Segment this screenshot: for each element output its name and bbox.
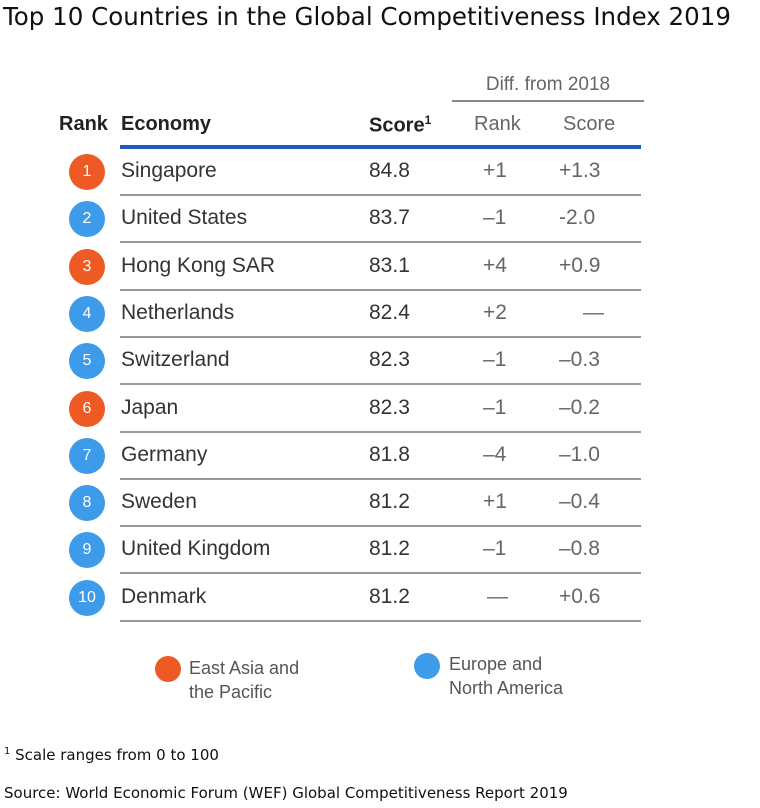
legend-label-line: the Pacific [189, 682, 273, 702]
row-divider [120, 194, 641, 196]
header-score-label: Score [369, 114, 425, 137]
row-divider [120, 572, 641, 575]
diff-score-cell: -2.0 [559, 206, 596, 230]
diff-score-cell: +0.6 [559, 584, 601, 608]
diff-score-cell: –0.4 [559, 490, 600, 514]
header-rank: Rank [59, 113, 108, 135]
legend-marker-europe-north-america [414, 653, 440, 679]
economy-cell: Denmark [121, 584, 207, 608]
diff-rank-cell: +2 [483, 300, 507, 324]
score-cell: 83.7 [369, 206, 410, 230]
legend-label-europe-north-america: Europe and North America [449, 652, 563, 700]
economy-cell: Singapore [121, 159, 217, 182]
rank-badge: 8 [69, 485, 105, 522]
diff-rank-cell: +1 [483, 490, 507, 514]
economy-cell: Netherlands [121, 300, 235, 324]
table-row: 1 Singapore 84.8 +1 +1.3 [0, 149, 760, 196]
row-divider [120, 430, 641, 433]
table-row: 6 Japan 82.3 –1 –0.2 [0, 386, 760, 433]
legend-marker-east-asia-pacific [155, 656, 181, 682]
score-cell: 82.3 [369, 395, 410, 419]
header-economy: Economy [121, 113, 212, 135]
row-divider [120, 619, 641, 622]
diff-rank-cell: –1 [483, 206, 507, 230]
row-divider [120, 477, 641, 480]
rank-badge: 3 [69, 248, 105, 285]
economy-cell: United Kingdom [121, 537, 271, 561]
economy-cell: Switzerland [121, 348, 230, 372]
rank-badge: 9 [69, 532, 105, 569]
score-cell: 83.1 [369, 253, 410, 277]
diff-score-cell: — [583, 300, 604, 324]
diff-from-2018-header: Diff. from 2018 [485, 74, 611, 95]
diff-score-cell: +0.9 [559, 253, 601, 277]
diff-rank-cell: –1 [483, 395, 507, 419]
score-cell: 81.2 [369, 537, 410, 561]
header-rule [120, 145, 641, 149]
footnote: 1 Scale ranges from 0 to 100 [4, 746, 219, 764]
legend-label-east-asia-pacific: East Asia and the Pacific [189, 656, 299, 704]
diff-rank-cell: –1 [483, 348, 507, 372]
legend-label-line: North America [449, 678, 564, 698]
diff-rank-cell: –4 [483, 442, 507, 466]
table-row: 5 Switzerland 82.3 –1 –0.3 [0, 338, 760, 386]
rank-badge: 2 [69, 201, 105, 238]
diff-rank-cell: –1 [483, 537, 507, 561]
score-cell: 84.8 [369, 159, 410, 182]
score-cell: 81.2 [369, 584, 410, 608]
table-row: 3 Hong Kong SAR 83.1 +4 +0.9 [0, 244, 760, 291]
score-cell: 81.8 [369, 442, 410, 466]
diff-score-cell: –0.2 [559, 395, 600, 419]
footnote-marker: 1 [4, 746, 11, 757]
row-divider [120, 525, 641, 528]
diff-score-cell: –0.3 [559, 348, 600, 372]
table-row: 8 Sweden 81.2 +1 –0.4 [0, 480, 760, 528]
row-divider [120, 241, 641, 244]
diff-score-cell: –1.0 [559, 442, 600, 466]
rank-badge: 4 [69, 295, 105, 332]
header-score-footnote-marker: 1 [424, 113, 432, 127]
header-diff-score: Score [563, 113, 616, 135]
economy-cell: Hong Kong SAR [121, 253, 276, 277]
table-row: 4 Netherlands 82.4 +2 — [0, 291, 760, 338]
rank-badge: 10 [69, 579, 105, 616]
economy-cell: Germany [121, 442, 208, 466]
source-note: Source: World Economic Forum (WEF) Globa… [4, 784, 568, 802]
rank-badge: 7 [69, 437, 105, 474]
diff-rank-cell: — [487, 584, 508, 608]
row-divider [120, 383, 641, 386]
row-divider [120, 335, 641, 338]
row-divider [120, 288, 641, 291]
score-cell: 82.3 [369, 348, 410, 372]
legend-label-line: East Asia and [189, 658, 300, 678]
economy-cell: Sweden [121, 490, 197, 514]
diff-rank-cell: +4 [483, 253, 507, 277]
economy-cell: United States [121, 206, 248, 230]
diff-header-rule [452, 100, 644, 102]
economy-cell: Japan [121, 395, 179, 419]
footnote-text: Scale ranges from 0 to 100 [10, 746, 219, 764]
table-row: 2 United States 83.7 –1 -2.0 [0, 196, 760, 244]
rank-badge: 6 [69, 390, 105, 427]
header-diff-rank: Rank [474, 113, 521, 135]
legend-label-line: Europe and [449, 654, 543, 674]
diff-score-cell: +1.3 [559, 159, 601, 182]
score-cell: 81.2 [369, 490, 410, 514]
table-row: 9 United Kingdom 81.2 –1 –0.8 [0, 527, 760, 575]
header-score: Score1 [369, 113, 431, 138]
table-row: 7 Germany 81.8 –4 –1.0 [0, 433, 760, 480]
rank-badge: 5 [69, 343, 105, 380]
diff-rank-cell: +1 [483, 159, 507, 182]
rank-badge: 1 [69, 154, 105, 190]
diff-score-cell: –0.8 [559, 537, 600, 561]
score-cell: 82.4 [369, 300, 410, 324]
table-row: 10 Denmark 81.2 — +0.6 [0, 575, 760, 622]
chart-title: Top 10 Countries in the Global Competiti… [3, 2, 731, 31]
